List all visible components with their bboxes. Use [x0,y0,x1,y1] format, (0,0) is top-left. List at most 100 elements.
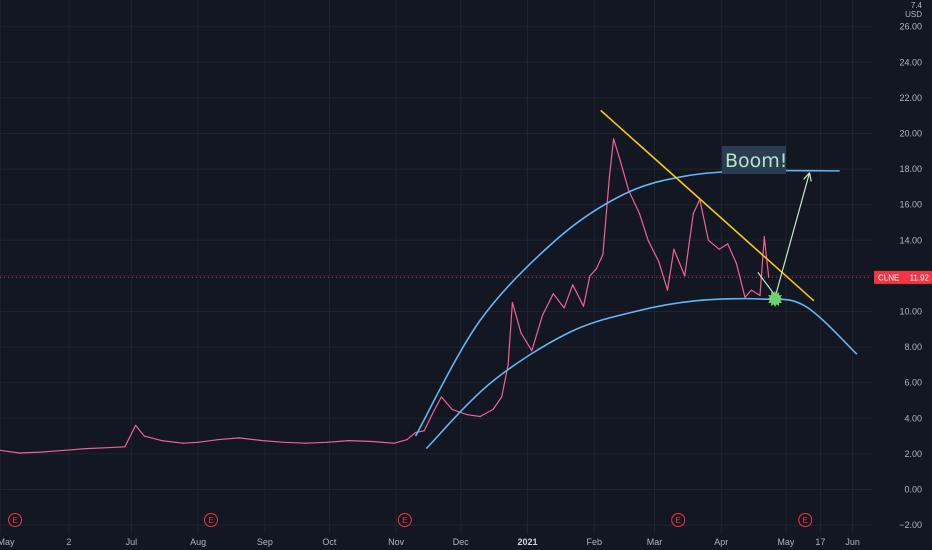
price-point [673,248,675,250]
price-point [262,439,264,442]
price-point [727,243,729,245]
x-tick-label: 17 [815,537,825,547]
x-tick-label: Sep [257,537,273,547]
starburst-marker[interactable] [767,291,784,307]
earnings-marker-label: E [208,516,213,525]
price-point [658,261,660,263]
price-point [40,451,42,453]
y-tick-label: −2.00 [899,520,922,530]
price-point [305,442,307,444]
price-point [628,189,630,192]
price-point [466,414,468,416]
price-point [692,213,694,215]
price-point [124,446,126,448]
price-point [507,364,509,366]
y-tick-label: 22.00 [899,93,922,103]
arrow-head-right [803,172,811,180]
y-tick-label: 6.00 [904,378,922,388]
price-point [135,424,137,427]
price-point [63,449,66,451]
price-point [143,435,145,437]
lower-arc-curve[interactable] [425,297,858,450]
boom-label-background [722,146,786,174]
y-tick-label: 26.00 [899,22,922,32]
check-tick-line[interactable] [757,271,776,296]
earnings-marker-label: E [12,516,17,525]
y-tick-label: 24.00 [899,57,922,67]
y-tick-label: 4.00 [904,413,922,423]
price-point [414,431,417,434]
price-point [393,442,395,444]
price-tag-background [874,270,932,284]
price-point [501,396,503,398]
x-tick-label: 2021 [517,537,537,547]
price-point [613,138,615,140]
price-point [107,447,109,449]
price-point [684,275,686,277]
price-point [85,447,87,450]
price-point [763,236,765,238]
breakout-arrow[interactable] [774,172,811,298]
price-point [18,452,20,454]
price-point [182,442,184,444]
price-point [619,159,621,161]
y-tick-label: 8.00 [904,342,922,352]
x-tick-label: Nov [388,537,405,547]
earnings-marker[interactable] [397,513,412,527]
earnings-marker[interactable] [798,513,813,527]
price-point [735,262,737,265]
arrow-head-left [808,172,812,182]
y-tick-label: 18.00 [899,164,922,174]
price-point [750,289,753,291]
boom-label[interactable]: Boom! [722,146,787,174]
x-tick-label: Jul [126,537,138,547]
y-tick-label: 0.00 [904,485,922,495]
price-point [440,396,442,398]
y-tick-label: 14.00 [899,235,922,245]
price-point [520,332,522,334]
currency-label: USD [905,10,922,19]
price-point [744,296,746,298]
price-point [216,439,219,441]
price-point [647,239,649,241]
price-point [423,430,425,432]
price-point [238,437,240,439]
earnings-marker[interactable] [8,513,23,527]
x-axis[interactable]: May 2 Jul Aug Sep Oct Nov Dec 2021 Feb Mar Apr May 17… [0,537,860,547]
price-point [602,253,604,256]
earnings-marker[interactable] [671,513,686,527]
price-point [759,294,761,297]
price-point [511,302,514,304]
y-tick-label: 10.00 [899,307,922,317]
x-tick-label: Jun [845,537,860,547]
price-point [718,248,720,250]
y-tick-label: 20.00 [899,129,922,139]
price-tag-value: 11.92 [910,273,930,282]
boom-label-text: Boom! [725,150,787,172]
price-point [531,350,533,352]
x-tick-label: May [0,537,15,547]
x-tick-label: Apr [714,537,728,547]
x-tick-label: Feb [586,537,602,547]
price-point [326,441,328,443]
price-point [707,239,709,241]
price-tag-symbol: CLNE [878,273,899,282]
price-point [492,408,494,410]
price-point [563,307,565,309]
earnings-marker[interactable] [204,513,219,527]
price-point [595,268,598,270]
x-tick-label: May [777,537,795,547]
x-tick-label: Mar [647,537,663,547]
resistance-trendline[interactable] [600,109,815,302]
x-grid-lines [0,0,854,534]
price-point [638,213,641,215]
price-point [348,439,350,442]
price-point [0,449,1,451]
x-tick-label: Aug [190,537,206,547]
x-tick-label: Dec [453,537,470,547]
price-point [552,293,554,295]
last-price-tag: CLNE 11.92 [874,270,932,284]
